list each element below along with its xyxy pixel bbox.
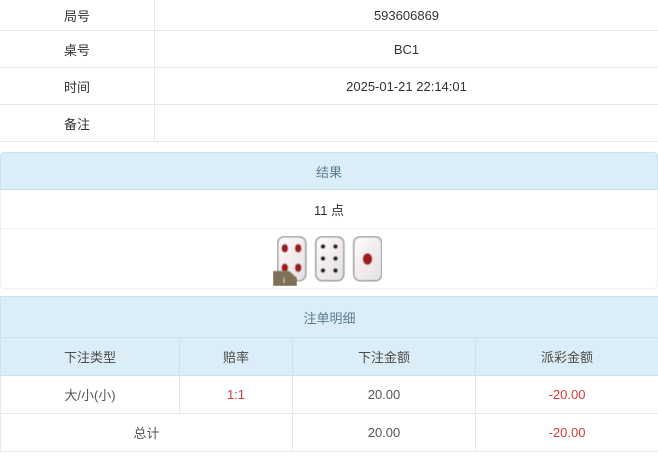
svg-text:i: i — [283, 275, 285, 285]
